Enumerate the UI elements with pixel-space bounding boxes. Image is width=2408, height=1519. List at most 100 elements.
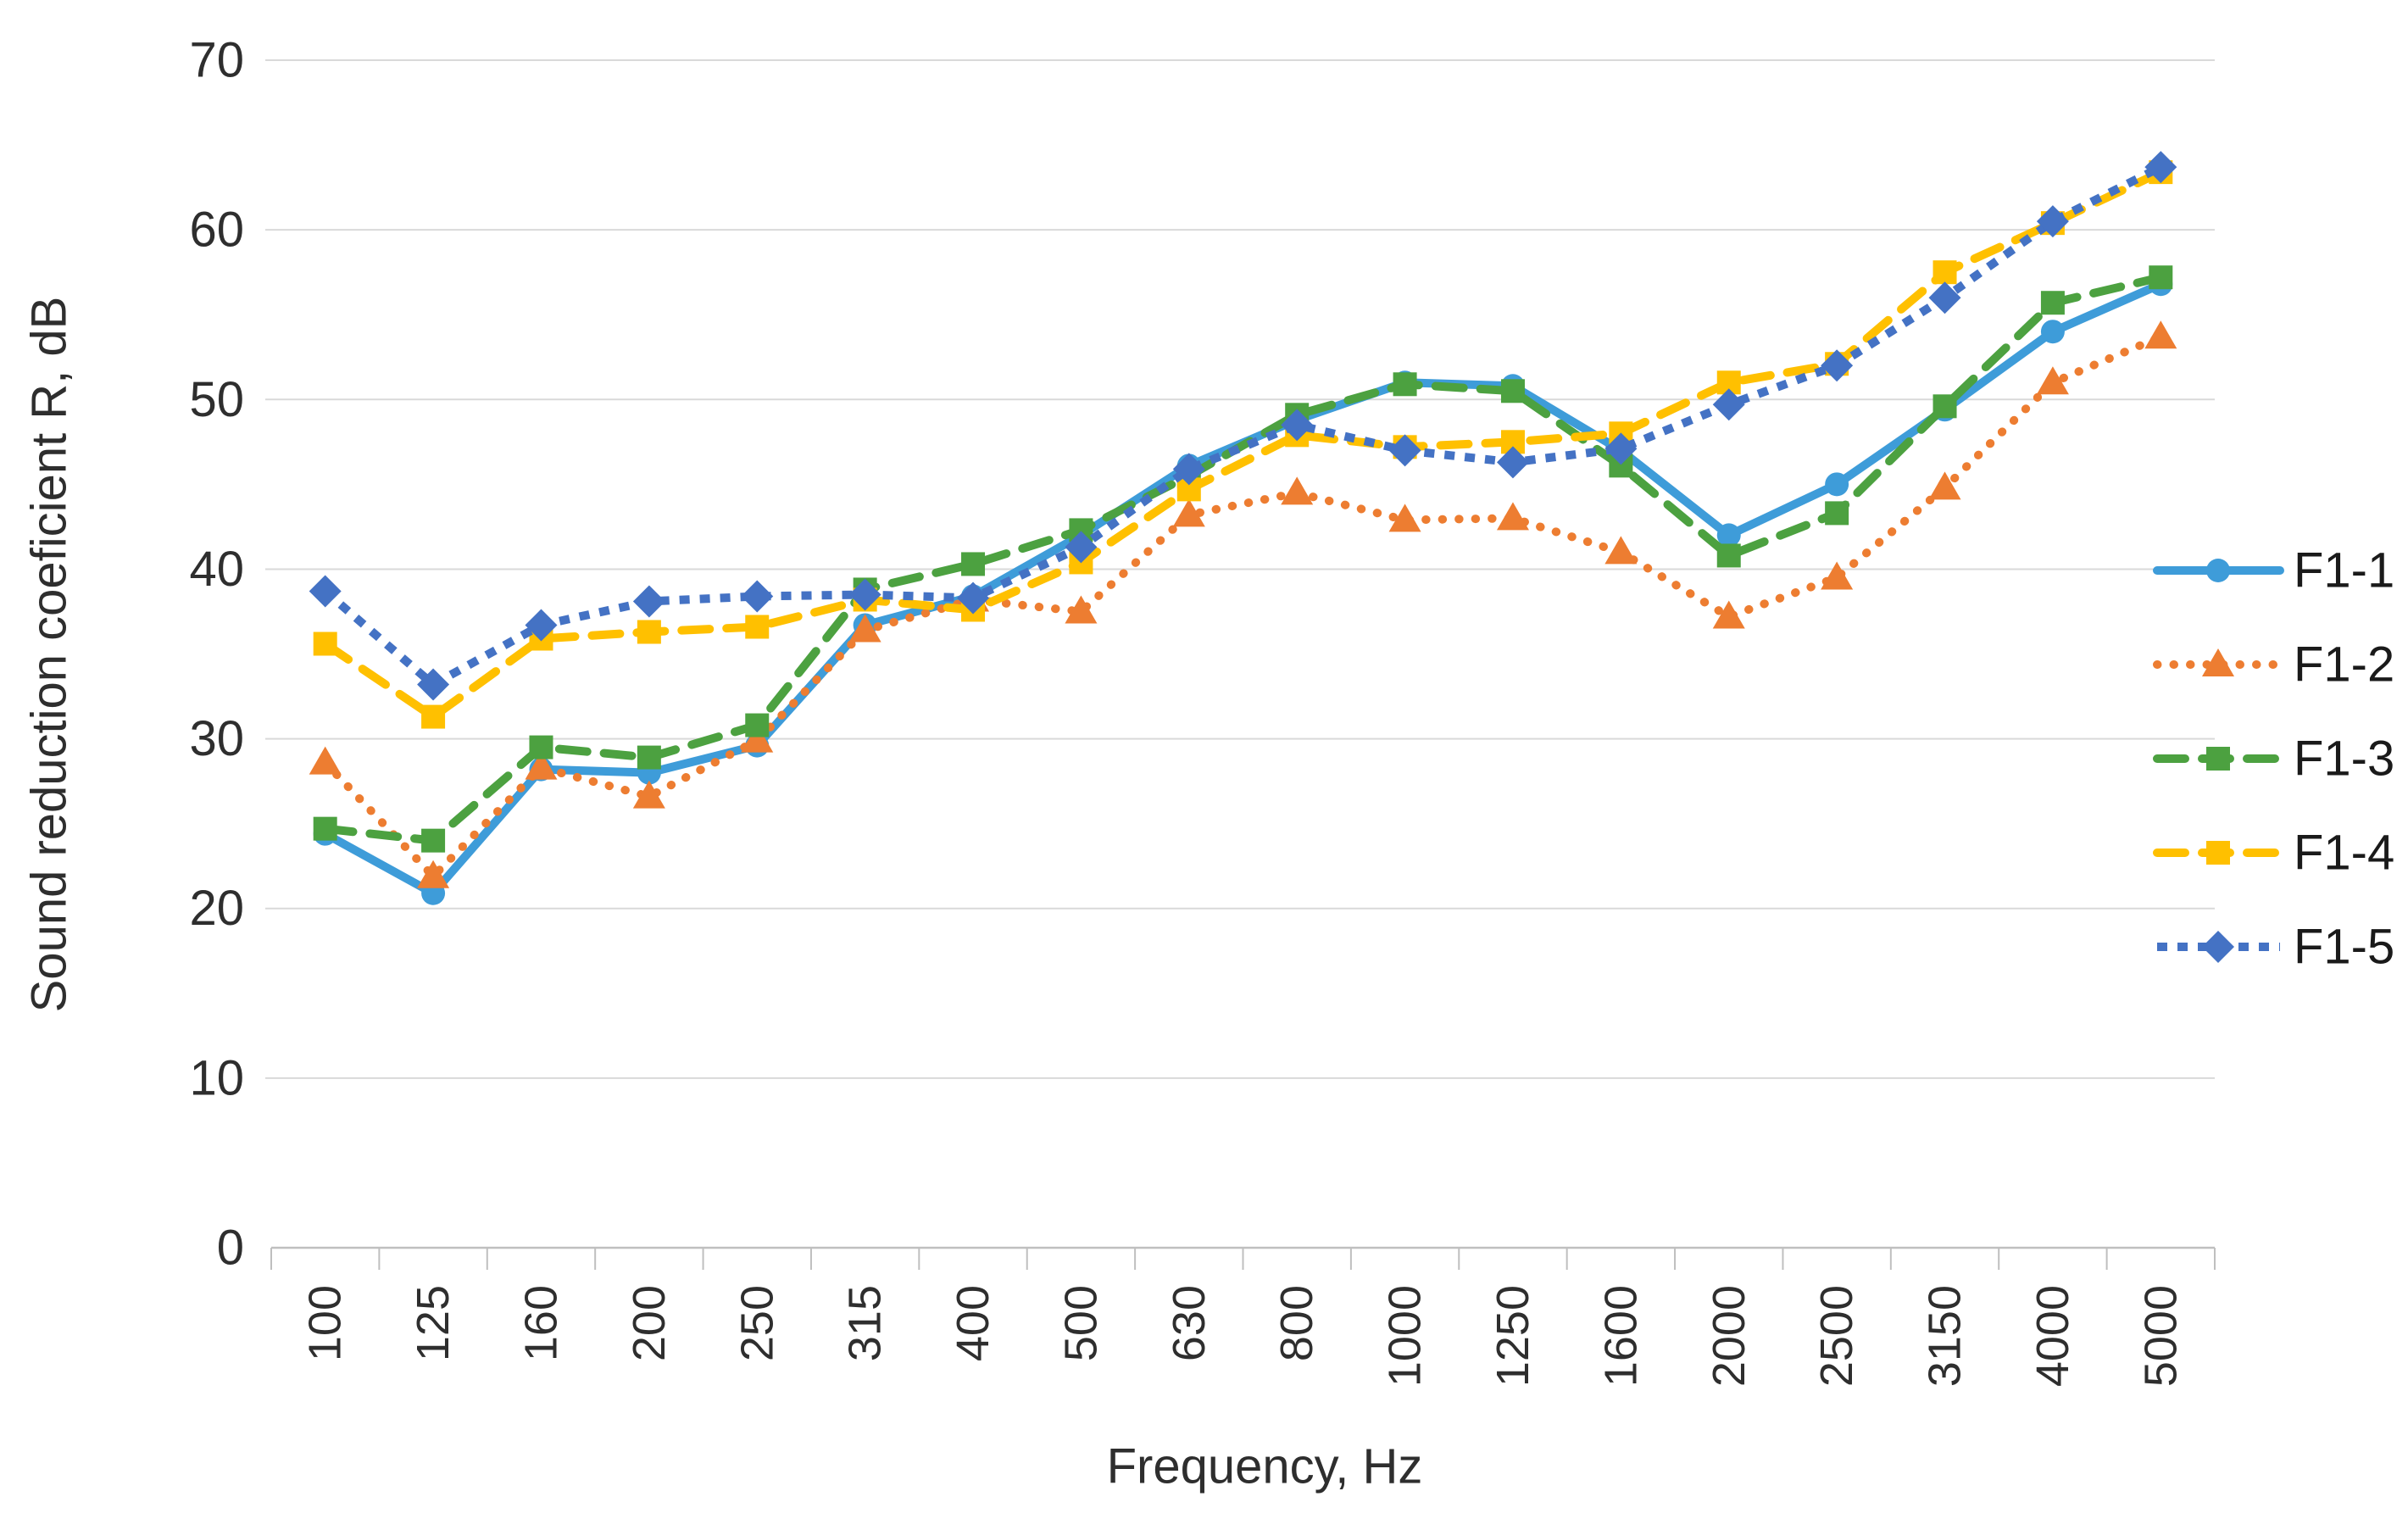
y-tick-label: 30 <box>189 711 244 766</box>
x-tick-label: 800 <box>1271 1285 1322 1361</box>
legend-label: F1-1 <box>2294 543 2394 598</box>
marker-F1-2 <box>1712 600 1745 629</box>
marker-F1-3 <box>2040 291 2065 315</box>
legend-item-F1-5: F1-5 <box>2157 920 2394 975</box>
marker-F1-2 <box>417 860 450 888</box>
series-layer <box>309 151 2177 905</box>
marker-F1-2 <box>741 724 774 753</box>
x-tick-label: 3150 <box>1920 1285 1971 1387</box>
legend-label: F1-2 <box>2294 637 2394 693</box>
marker-F1-5 <box>1712 388 1745 421</box>
y-tick-label: 70 <box>189 33 244 88</box>
marker-F1-5 <box>632 585 665 618</box>
legend-marker-F1-1 <box>2206 559 2230 582</box>
marker-F1-5 <box>957 581 990 615</box>
x-tick-label: 2000 <box>1704 1285 1755 1387</box>
series-line-F1-3 <box>320 273 2166 845</box>
legend-marker-F1-4 <box>2206 841 2230 865</box>
marker-F1-1 <box>1825 472 1849 497</box>
y-tick-label: 0 <box>217 1221 244 1276</box>
marker-F1-3 <box>961 552 986 576</box>
series-F1-1 <box>313 272 2173 905</box>
marker-F1-3 <box>745 713 770 737</box>
marker-F1-3 <box>637 745 661 770</box>
marker-F1-2 <box>1604 536 1638 565</box>
legend-label: F1-4 <box>2294 826 2394 881</box>
legend-item-F1-1: F1-1 <box>2153 543 2394 598</box>
legend-item-F1-4: F1-4 <box>2153 826 2394 881</box>
x-tick-label: 2500 <box>1811 1285 1862 1387</box>
x-tick-label: 500 <box>1055 1285 1106 1361</box>
x-tick-label: 1250 <box>1488 1285 1538 1387</box>
marker-F1-2 <box>1928 471 1961 500</box>
marker-F1-3 <box>1825 501 1849 526</box>
series-line-F1-4 <box>320 168 2166 721</box>
x-tick-label: 125 <box>408 1285 459 1361</box>
legend-item-F1-2: F1-2 <box>2153 637 2394 693</box>
marker-F1-2 <box>2144 320 2177 349</box>
x-axis-title: Frequency, Hz <box>1107 1439 1423 1494</box>
marker-F1-5 <box>525 609 558 642</box>
marker-F1-5 <box>848 578 881 611</box>
marker-F1-3 <box>2149 265 2173 290</box>
x-tick-label: 630 <box>1164 1285 1215 1361</box>
x-tick-label: 250 <box>731 1285 782 1361</box>
legend-marker-F1-5 <box>2202 931 2234 963</box>
marker-F1-2 <box>2036 366 2069 395</box>
y-tick-label: 40 <box>189 542 244 597</box>
marker-F1-2 <box>1281 476 1314 505</box>
x-tick-label: 4000 <box>2027 1285 2078 1387</box>
marker-F1-2 <box>1065 595 1098 624</box>
x-tick-label: 5000 <box>2135 1285 2186 1387</box>
marker-F1-3 <box>313 816 337 841</box>
legend-marker-F1-2 <box>2202 648 2234 676</box>
marker-F1-1 <box>2040 320 2065 344</box>
axis-layer: 0 10 20 30 40 50 60 70 100 125 160 200 250 315 400 500 6… <box>189 33 2216 1387</box>
series-line-F1-1 <box>320 280 2166 898</box>
marker-F1-4 <box>1933 260 1957 285</box>
marker-F1-5 <box>2144 151 2177 184</box>
x-tick-label: 200 <box>624 1285 675 1361</box>
x-tick-label: 160 <box>515 1285 566 1361</box>
marker-F1-5 <box>1172 453 1205 486</box>
marker-F1-3 <box>1933 394 1957 419</box>
marker-F1-5 <box>1821 349 1854 382</box>
marker-F1-2 <box>525 751 558 780</box>
marker-F1-2 <box>1821 561 1854 590</box>
x-tick-label: 400 <box>948 1285 998 1361</box>
marker-F1-3 <box>421 828 446 853</box>
marker-F1-5 <box>1281 409 1314 442</box>
marker-F1-2 <box>848 614 881 643</box>
y-tick-label: 10 <box>189 1050 244 1105</box>
marker-F1-4 <box>637 620 661 644</box>
marker-F1-5 <box>1388 434 1421 467</box>
marker-F1-5 <box>417 668 450 701</box>
grid-layer <box>265 59 2215 1079</box>
legend-label: F1-3 <box>2294 732 2394 787</box>
y-tick-label: 20 <box>189 881 244 936</box>
y-axis-title: Sound reduction coeficient R, dB <box>22 297 77 1013</box>
series-line-F1-5 <box>322 163 2163 689</box>
marker-F1-3 <box>1716 543 1741 568</box>
marker-F1-5 <box>1928 281 1961 314</box>
marker-F1-4 <box>745 615 770 639</box>
marker-F1-5 <box>2036 205 2069 238</box>
x-tick-label: 315 <box>840 1285 891 1361</box>
x-tick-label: 100 <box>300 1285 351 1361</box>
marker-F1-3 <box>1500 379 1525 403</box>
legend-marker-F1-3 <box>2206 747 2230 771</box>
marker-F1-4 <box>421 704 446 729</box>
series-line-F1-2 <box>320 332 2166 881</box>
y-tick-label: 60 <box>189 203 244 258</box>
marker-F1-1 <box>1716 523 1741 548</box>
y-tick-label: 50 <box>189 372 244 427</box>
series-F1-3 <box>313 265 2173 853</box>
marker-F1-5 <box>1604 432 1638 465</box>
marker-F1-5 <box>1496 446 1529 479</box>
legend: F1-1 F1-2 F1-3 F1-4 F1-5 <box>2153 543 2394 975</box>
marker-F1-5 <box>309 575 342 608</box>
series-F1-2 <box>309 320 2177 888</box>
x-tick-label: 1000 <box>1380 1285 1431 1387</box>
